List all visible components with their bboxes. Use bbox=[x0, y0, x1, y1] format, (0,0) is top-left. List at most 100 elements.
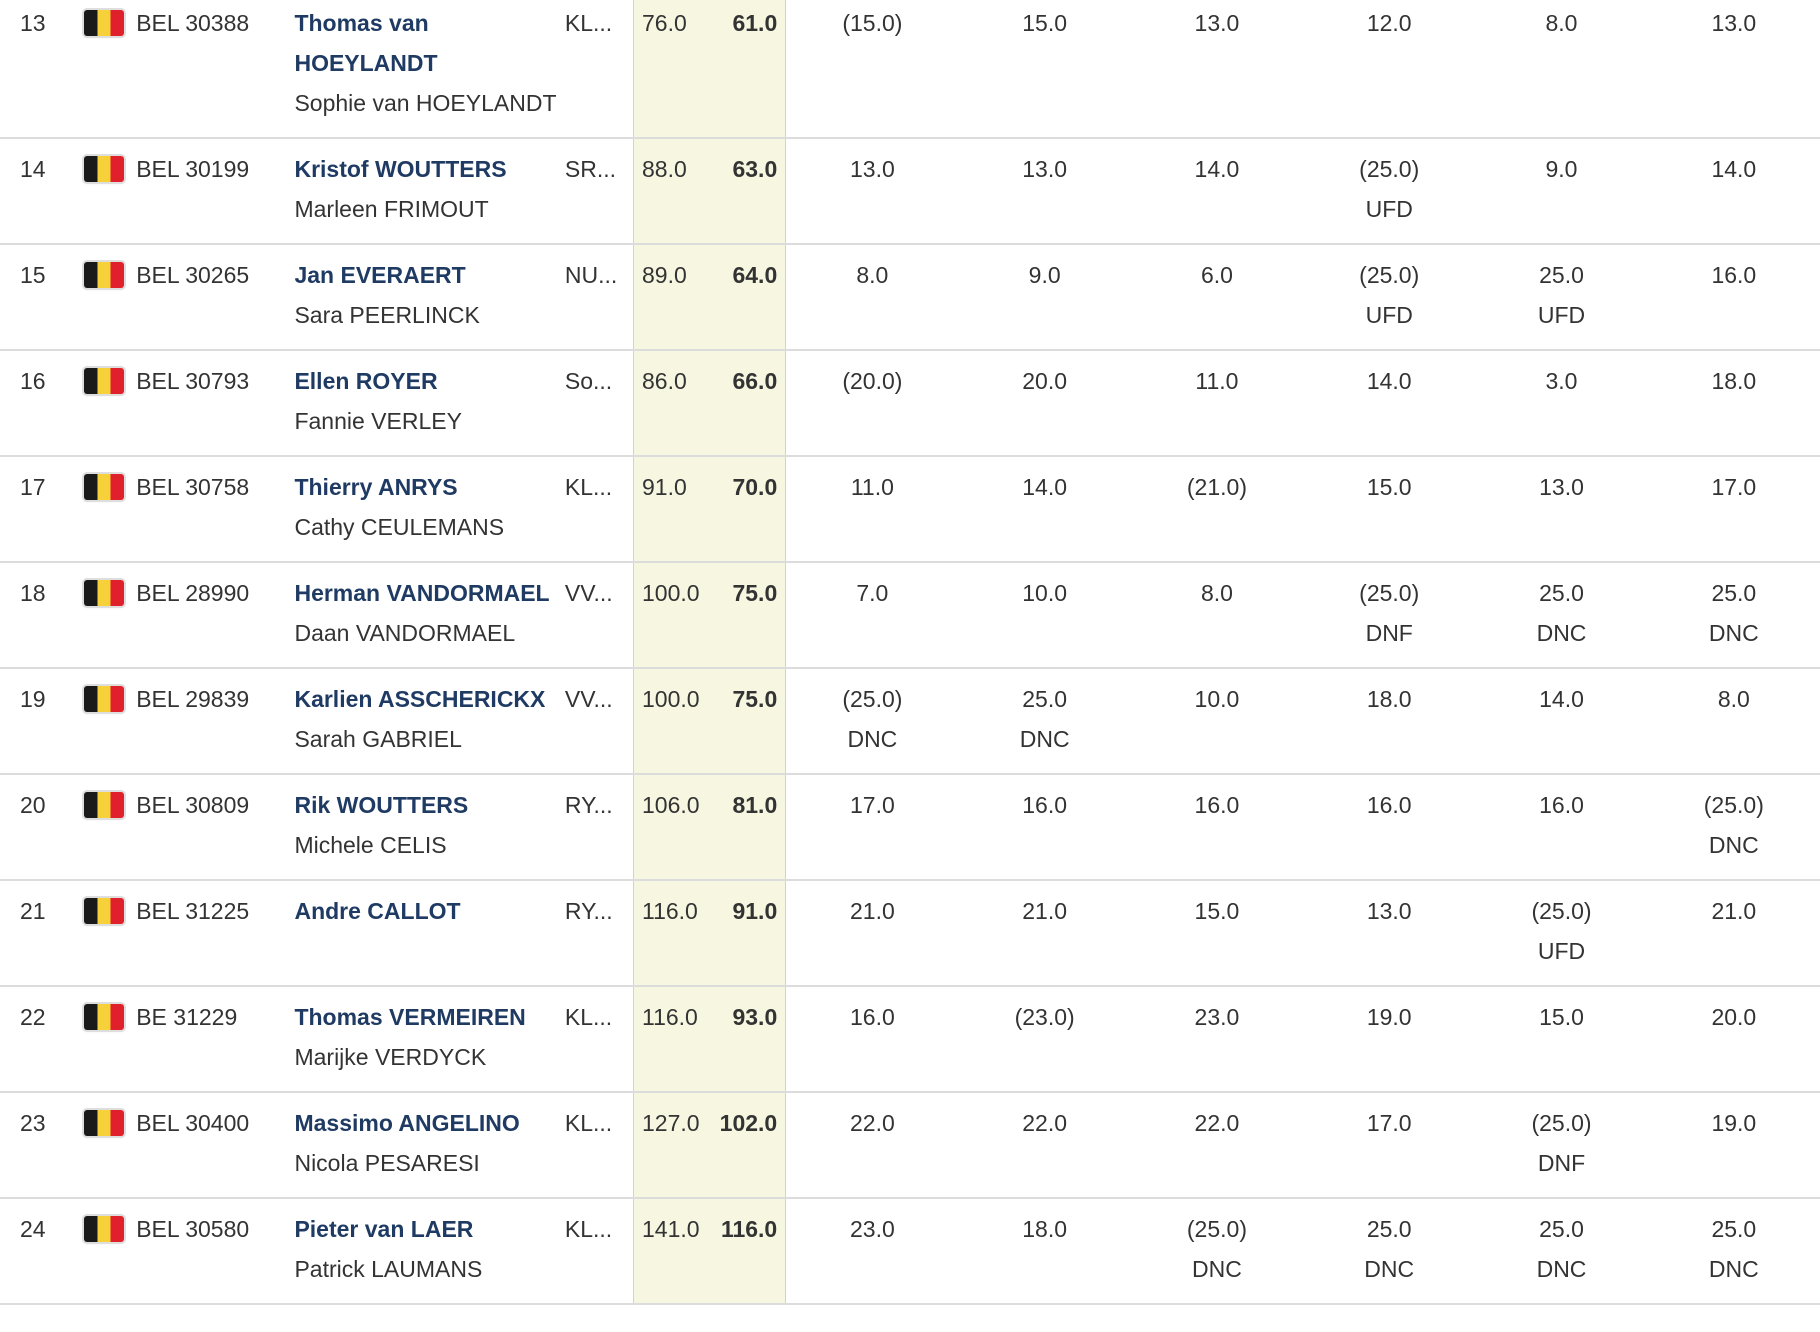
skipper-link[interactable]: Thomas VERMEIREN bbox=[294, 1004, 526, 1030]
race-score: 23.0 bbox=[849, 1216, 895, 1242]
race-score: 25.0 bbox=[1711, 1216, 1757, 1242]
rank: 22 bbox=[20, 1004, 46, 1030]
sail-number: BEL 30809 bbox=[136, 792, 250, 818]
total-points-cell: 89.0 bbox=[633, 244, 710, 351]
race-score-cell: 15.0 bbox=[958, 0, 1131, 139]
net-points: 102.0 bbox=[719, 1110, 778, 1136]
race-score-cell: 14.0 bbox=[1475, 668, 1648, 775]
race-score-wrap: 12.0 bbox=[1303, 0, 1475, 57]
crew-name: Cathy CEULEMANS bbox=[294, 514, 505, 540]
race-score: 25.0 bbox=[1366, 1216, 1412, 1242]
skipper-link[interactable]: Pieter van LAER bbox=[294, 1216, 474, 1242]
race-score: 18.0 bbox=[1711, 368, 1757, 394]
skipper-link[interactable]: Andre CALLOT bbox=[294, 898, 461, 924]
club-cell: KL... bbox=[564, 986, 634, 1093]
race-score-cell: 15.0 bbox=[1475, 986, 1648, 1093]
skipper-link[interactable]: Thomas van HOEYLANDT bbox=[294, 10, 438, 76]
crew-name: Daan VANDORMAEL bbox=[294, 620, 516, 646]
total-points-cell: 91.0 bbox=[633, 456, 710, 563]
penalty-code: DNF bbox=[1365, 620, 1413, 646]
race-score: 19.0 bbox=[1366, 1004, 1412, 1030]
total-points-cell: 116.0 bbox=[633, 986, 710, 1093]
sail-number: BEL 30388 bbox=[136, 10, 250, 36]
race-score-wrap: 19.0 bbox=[1303, 987, 1475, 1051]
race-score-cell: (25.0) DNC bbox=[1130, 1198, 1304, 1305]
crew-cell: Karlien ASSCHERICKX Sarah GABRIEL bbox=[294, 668, 565, 775]
race-score-cell: 19.0 bbox=[1303, 986, 1476, 1093]
race-score: 21.0 bbox=[849, 898, 895, 924]
race-score-cell: (25.0) DNC bbox=[1647, 774, 1820, 881]
race-score-wrap: 14.0 bbox=[959, 457, 1131, 521]
club-wrap: NU... bbox=[565, 245, 633, 309]
crew-cell: Rik WOUTTERS Michele CELIS bbox=[294, 774, 565, 881]
race-score: 14.0 bbox=[1711, 156, 1757, 182]
race-score: (25.0) bbox=[1531, 898, 1592, 924]
race-score-cell: 13.0 bbox=[1303, 880, 1476, 987]
penalty-code: DNC bbox=[847, 726, 898, 752]
race-score-cell: 3.0 bbox=[1475, 350, 1648, 457]
rank-cell: 20 bbox=[0, 774, 71, 881]
flag-cell bbox=[70, 1092, 137, 1199]
race-score: 16.0 bbox=[1711, 262, 1757, 288]
belgium-flag-icon bbox=[84, 9, 125, 36]
race-score-cell: 17.0 bbox=[1303, 1092, 1476, 1199]
rank: 19 bbox=[20, 686, 46, 712]
skipper-link[interactable]: Thierry ANRYS bbox=[294, 474, 458, 500]
race-score-cell: 13.0 bbox=[1130, 0, 1304, 139]
race-score-wrap: 22.0 bbox=[1131, 1093, 1303, 1157]
total-points-cell: 76.0 bbox=[633, 0, 710, 139]
skipper-link[interactable]: Rik WOUTTERS bbox=[294, 792, 469, 818]
race-score: (23.0) bbox=[1014, 1004, 1075, 1030]
table-row: 19 BEL 29839 Karlien ASSCHERICKX Sarah GABR… bbox=[0, 668, 1820, 775]
club-cell: NU... bbox=[564, 244, 634, 351]
race-score-wrap: 18.0 bbox=[1648, 351, 1820, 415]
club-wrap: SR... bbox=[565, 139, 633, 203]
race-score-wrap: 25.0 UFD bbox=[1475, 245, 1647, 349]
race-score: 16.0 bbox=[1539, 792, 1584, 818]
sail-number: BEL 30758 bbox=[136, 474, 250, 500]
race-score: 9.0 bbox=[1028, 262, 1061, 288]
skipper-link[interactable]: Karlien ASSCHERICKX bbox=[294, 686, 546, 712]
club-name: NU... bbox=[564, 262, 618, 288]
skipper-link[interactable]: Jan EVERAERT bbox=[294, 262, 466, 288]
club-cell: RY... bbox=[564, 774, 634, 881]
rank-cell: 14 bbox=[0, 138, 71, 245]
net-points: 66.0 bbox=[732, 368, 778, 394]
skipper-link[interactable]: Herman VANDORMAEL bbox=[294, 580, 550, 606]
race-score: 12.0 bbox=[1366, 10, 1412, 36]
race-score-cell: 8.0 bbox=[1130, 562, 1304, 669]
penalty-code: DNC bbox=[1708, 1256, 1759, 1282]
race-score-cell: (25.0) DNF bbox=[1303, 562, 1476, 669]
total-points-cell: 127.0 bbox=[633, 1092, 710, 1199]
club-wrap: VV... bbox=[565, 563, 633, 627]
crew-names: Thomas van HOEYLANDT Sophie van HOEYLANDT bbox=[294, 0, 564, 137]
skipper-link[interactable]: Kristof WOUTTERS bbox=[294, 156, 507, 182]
crew-names: Pieter van LAER Patrick LAUMANS bbox=[294, 1199, 564, 1303]
sail-number-cell: BEL 28990 bbox=[136, 562, 295, 669]
rank-cell: 17 bbox=[0, 456, 71, 563]
race-score-wrap: 19.0 bbox=[1648, 1093, 1820, 1157]
penalty-code: UFD bbox=[1537, 938, 1586, 964]
skipper-link[interactable]: Ellen ROYER bbox=[294, 368, 438, 394]
net-points-cell: 61.0 bbox=[709, 0, 787, 139]
crew-name: Sarah GABRIEL bbox=[294, 726, 462, 752]
race-score-wrap: 25.0 DNC bbox=[1648, 563, 1820, 667]
crew-name: Michele CELIS bbox=[294, 832, 447, 858]
sail-number-cell: BEL 30400 bbox=[136, 1092, 295, 1199]
rank: 21 bbox=[20, 898, 46, 924]
skipper-link[interactable]: Massimo ANGELINO bbox=[294, 1110, 520, 1136]
club-wrap: KL... bbox=[565, 0, 633, 57]
race-score-wrap: (21.0) bbox=[1131, 457, 1303, 521]
sail-number-cell: BEL 30809 bbox=[136, 774, 295, 881]
net-points-cell: 75.0 bbox=[709, 562, 787, 669]
flag-wrap bbox=[70, 0, 136, 57]
race-score-wrap: 13.0 bbox=[1475, 457, 1647, 521]
crew-cell: Thierry ANRYS Cathy CEULEMANS bbox=[294, 456, 565, 563]
race-score-wrap: 8.0 bbox=[1475, 0, 1647, 57]
race-score-wrap: 25.0 DNC bbox=[1475, 563, 1647, 667]
race-score-cell: 23.0 bbox=[785, 1198, 959, 1305]
race-score-cell: 8.0 bbox=[785, 244, 959, 351]
crew-names: Herman VANDORMAEL Daan VANDORMAEL bbox=[294, 563, 564, 667]
race-score: 21.0 bbox=[1022, 898, 1068, 924]
race-score: 17.0 bbox=[849, 792, 895, 818]
